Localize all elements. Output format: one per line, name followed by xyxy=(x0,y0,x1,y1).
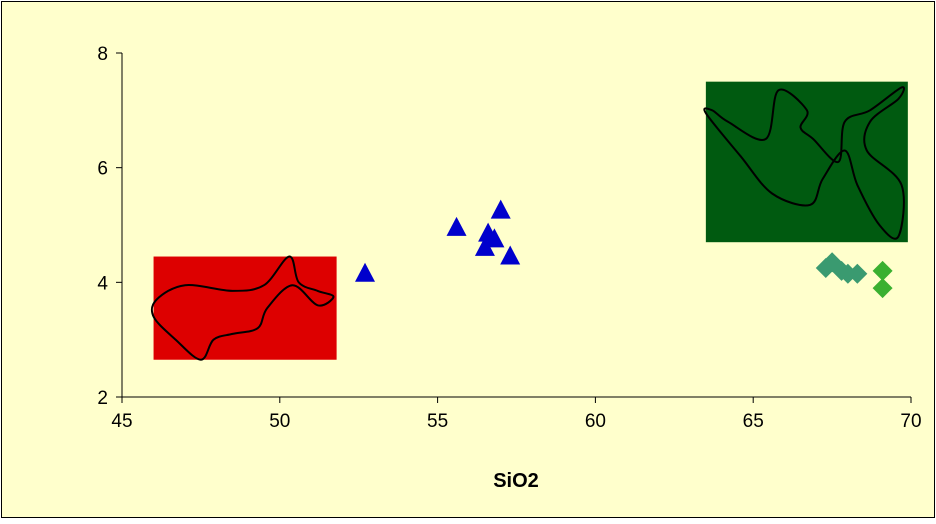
y-tick-label: 4 xyxy=(97,273,108,294)
field-outline xyxy=(703,86,905,240)
outlines-layer xyxy=(150,86,905,361)
x-tick-label: 55 xyxy=(427,411,448,432)
diamond-point xyxy=(872,260,893,281)
x-axis-title: SiO2 xyxy=(493,470,539,492)
triangle-point xyxy=(446,216,467,236)
diamond-point xyxy=(847,263,868,284)
field-rect xyxy=(153,256,337,360)
x-tick-label: 50 xyxy=(269,411,290,432)
x-tick-label: 45 xyxy=(111,411,132,432)
x-tick-label: 65 xyxy=(743,411,764,432)
field-outline xyxy=(150,255,335,361)
x-tick-label: 70 xyxy=(900,411,921,432)
markers-layer xyxy=(355,199,893,299)
triangle-point xyxy=(500,245,521,265)
triangle-point xyxy=(484,228,505,248)
triangle-point xyxy=(355,262,376,282)
x-tick-label: 60 xyxy=(585,411,606,432)
y-tick-label: 2 xyxy=(97,388,108,409)
axes-layer: 45 50 55 60 65 70 2 4 6 8 xyxy=(97,44,921,432)
y-tick-label: 8 xyxy=(97,44,108,65)
y-tick-label: 6 xyxy=(97,159,108,180)
diamond-point xyxy=(872,278,893,299)
triangle-point xyxy=(490,199,511,219)
